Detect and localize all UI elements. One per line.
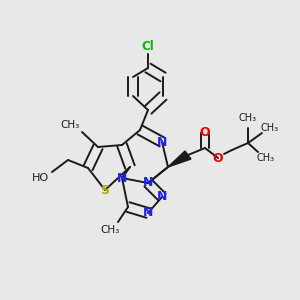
Text: O: O [200, 127, 210, 140]
Text: HO: HO [32, 173, 49, 183]
Text: O: O [213, 152, 223, 164]
Text: N: N [117, 172, 127, 184]
Text: N: N [143, 176, 153, 190]
Text: N: N [157, 190, 167, 203]
Text: CH₃: CH₃ [60, 120, 80, 130]
Text: CH₃: CH₃ [100, 225, 120, 235]
Text: S: S [100, 184, 109, 196]
Text: N: N [143, 206, 153, 220]
Text: Cl: Cl [142, 40, 154, 52]
Text: N: N [157, 136, 167, 148]
Text: CH₃: CH₃ [239, 113, 257, 123]
Polygon shape [168, 151, 191, 167]
Text: CH₃: CH₃ [257, 153, 275, 163]
Text: CH₃: CH₃ [261, 123, 279, 133]
